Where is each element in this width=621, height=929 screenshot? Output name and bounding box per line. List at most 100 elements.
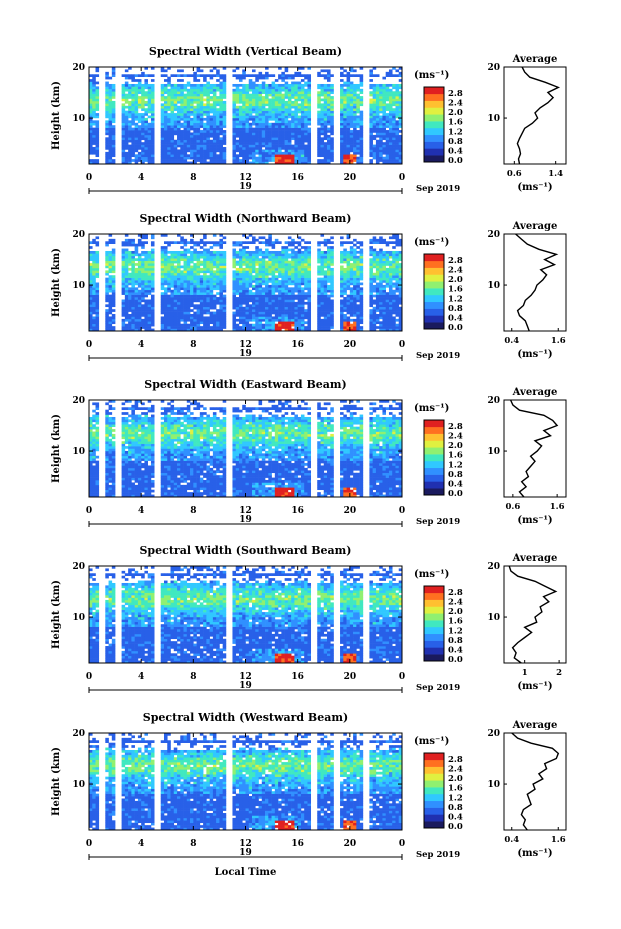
heatmap-cell	[304, 149, 308, 153]
heatmap-cell	[388, 103, 393, 107]
heatmap-cell	[196, 328, 201, 332]
heatmap-cell	[128, 306, 132, 310]
heatmap-cell	[111, 309, 116, 312]
heatmap-cell	[190, 328, 194, 332]
heatmap-cell	[134, 306, 139, 310]
heatmap-cell	[186, 277, 191, 281]
heatmap-cell	[173, 98, 178, 102]
heatmap-cell	[160, 275, 165, 278]
heatmap-cell	[128, 132, 132, 136]
heatmap-cell	[95, 142, 100, 145]
heatmap-cell	[320, 323, 325, 327]
heatmap-cell	[131, 74, 135, 77]
heatmap-cell	[317, 103, 321, 107]
heatmap-cell	[124, 306, 129, 310]
heatmap-cell	[193, 137, 197, 141]
heatmap-cell	[268, 156, 272, 160]
heatmap-cell	[124, 314, 129, 317]
heatmap-cell	[294, 328, 298, 332]
heatmap-cell	[245, 236, 250, 240]
heatmap-cell	[173, 328, 178, 332]
heatmap-cell	[92, 88, 96, 92]
heatmap-cell	[190, 144, 194, 148]
heatmap-cell	[268, 289, 272, 293]
heatmap-cell	[144, 108, 148, 111]
heatmap-cell	[131, 316, 135, 320]
heatmap-cell	[388, 100, 393, 104]
heatmap-cell	[258, 74, 263, 77]
heatmap-cell	[150, 323, 155, 327]
heatmap-cell	[193, 71, 197, 75]
heatmap-cell	[392, 154, 396, 158]
heatmap-cell	[193, 258, 197, 261]
heatmap-cell	[340, 113, 344, 116]
heatmap-cell	[160, 323, 165, 327]
heatmap-cell	[385, 103, 390, 107]
heatmap-cell	[177, 151, 181, 155]
heatmap-cell	[199, 156, 204, 160]
heatmap-cell	[382, 151, 386, 155]
heatmap-cell	[340, 117, 344, 121]
heatmap-cell	[245, 120, 250, 124]
heatmap-cell	[327, 328, 331, 332]
heatmap-cell	[219, 309, 223, 312]
heatmap-cell	[131, 137, 135, 141]
heatmap-cell	[203, 316, 207, 320]
heatmap-cell	[124, 292, 129, 295]
heatmap-cell	[160, 294, 165, 298]
heatmap-cell	[222, 67, 227, 70]
heatmap-cell	[89, 88, 93, 92]
heatmap-cell	[330, 122, 334, 126]
heatmap-cell	[216, 130, 220, 133]
heatmap-cell	[330, 142, 334, 145]
heatmap-cell	[398, 139, 403, 143]
heatmap-cell	[258, 258, 263, 261]
heatmap-cell	[219, 91, 223, 94]
heatmap-cell	[235, 323, 240, 327]
heatmap-cell	[177, 275, 181, 278]
heatmap-cell	[291, 294, 295, 298]
heatmap-cell	[317, 267, 321, 271]
heatmap-cell	[369, 79, 373, 82]
heatmap-cell	[235, 253, 240, 257]
heatmap-cell	[170, 154, 175, 158]
heatmap-cell	[375, 132, 380, 136]
heatmap-cell	[190, 289, 194, 293]
heatmap-cell	[190, 149, 194, 153]
heatmap-cell	[89, 250, 93, 254]
heatmap-cell	[147, 142, 152, 145]
heatmap-cell	[163, 299, 168, 303]
heatmap-cell	[291, 292, 295, 295]
heatmap-cell	[287, 147, 292, 150]
heatmap-cell	[219, 282, 223, 286]
heatmap-cell	[242, 287, 246, 291]
heatmap-cell	[196, 316, 201, 320]
heatmap-cell	[235, 328, 240, 332]
heatmap-cell	[183, 159, 188, 162]
heatmap-cell	[245, 289, 250, 293]
heatmap-cell	[137, 154, 142, 158]
heatmap-cell	[327, 314, 331, 317]
heatmap-cell	[278, 287, 282, 291]
heatmap-cell	[219, 260, 223, 264]
heatmap-cell	[398, 113, 403, 116]
heatmap-cell	[323, 304, 328, 308]
heatmap-cell	[284, 248, 289, 252]
heatmap-cell	[369, 93, 373, 97]
heatmap-cell	[177, 267, 181, 271]
heatmap-cell	[278, 93, 282, 97]
heatmap-cell	[372, 67, 377, 70]
heatmap-cell	[147, 108, 152, 111]
heatmap-cell	[291, 132, 295, 136]
heatmap-cell	[170, 115, 175, 119]
heatmap-cell	[183, 299, 188, 303]
heatmap-cell	[245, 83, 250, 87]
heatmap-cell	[222, 265, 227, 269]
heatmap-cell	[323, 83, 328, 87]
heatmap-cell	[183, 151, 188, 155]
heatmap-cell	[300, 297, 305, 300]
heatmap-cell	[248, 299, 253, 303]
heatmap-cell	[323, 142, 328, 145]
heatmap-cell	[150, 117, 155, 121]
heatmap-cell	[245, 309, 250, 312]
